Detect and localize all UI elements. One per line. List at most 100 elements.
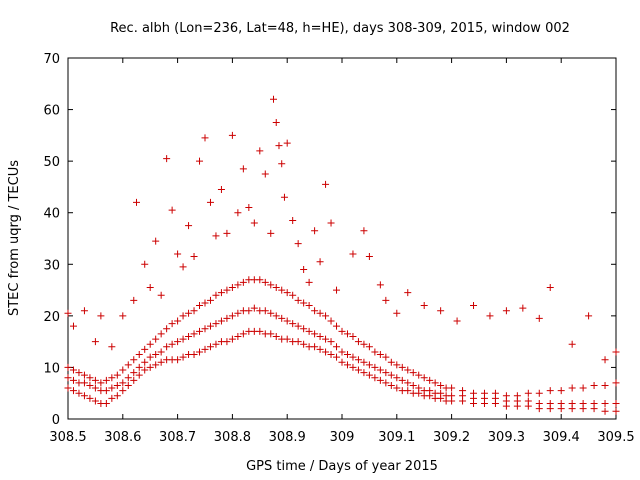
data-point — [185, 332, 193, 340]
data-point — [524, 389, 532, 397]
data-point — [75, 369, 83, 377]
data-point — [174, 356, 182, 364]
data-point — [349, 250, 357, 258]
data-point — [157, 291, 165, 299]
data-point — [141, 358, 149, 366]
data-point — [102, 387, 110, 395]
data-point — [223, 229, 231, 237]
y-tick-label: 30 — [43, 258, 60, 273]
data-point — [212, 340, 220, 348]
data-point — [185, 309, 193, 317]
data-point — [217, 317, 225, 325]
data-point — [135, 363, 143, 371]
data-point — [228, 312, 236, 320]
data-point — [294, 296, 302, 304]
data-point — [256, 327, 264, 335]
data-point — [135, 351, 143, 359]
data-point — [289, 320, 297, 328]
y-tick-label: 70 — [43, 52, 60, 67]
data-point — [80, 392, 88, 400]
data-point — [119, 379, 127, 387]
data-point — [108, 343, 116, 351]
data-point — [141, 366, 149, 374]
x-tick-label: 308.5 — [49, 430, 86, 445]
data-point — [234, 209, 242, 217]
data-point — [69, 387, 77, 395]
data-point — [404, 387, 412, 395]
data-point — [289, 216, 297, 224]
data-point — [502, 392, 510, 400]
data-point — [91, 384, 99, 392]
data-point — [91, 397, 99, 405]
data-point — [294, 240, 302, 248]
data-point — [382, 369, 390, 377]
chart-title: Rec. albh (Lon=236, Lat=48, h=HE), days … — [110, 21, 570, 36]
data-point — [300, 340, 308, 348]
data-point — [327, 317, 335, 325]
data-point — [393, 361, 401, 369]
data-points — [64, 95, 620, 415]
data-point — [223, 314, 231, 322]
data-point — [327, 219, 335, 227]
data-point — [426, 376, 434, 384]
data-point — [272, 332, 280, 340]
data-point — [157, 348, 165, 356]
data-point — [86, 394, 94, 402]
data-point — [245, 204, 253, 212]
data-point — [141, 260, 149, 268]
data-point — [333, 286, 341, 294]
data-point — [300, 325, 308, 333]
data-point — [168, 320, 176, 328]
data-point — [201, 325, 209, 333]
data-point — [190, 307, 198, 315]
y-tick-label: 40 — [43, 207, 60, 222]
data-point — [327, 338, 335, 346]
data-point — [316, 332, 324, 340]
data-point — [409, 369, 417, 377]
data-point — [163, 155, 171, 163]
data-point — [113, 371, 121, 379]
data-point — [80, 379, 88, 387]
data-point — [437, 389, 445, 397]
data-point — [612, 400, 620, 408]
data-point — [502, 307, 510, 315]
data-point — [415, 371, 423, 379]
data-point — [124, 381, 132, 389]
data-point — [272, 118, 280, 126]
data-point — [420, 374, 428, 382]
data-point — [322, 335, 330, 343]
data-point — [300, 265, 308, 273]
data-point — [91, 376, 99, 384]
x-tick-label: 309.3 — [488, 430, 525, 445]
data-point — [431, 379, 439, 387]
data-point — [278, 286, 286, 294]
data-point — [480, 389, 488, 397]
data-point — [354, 356, 362, 364]
data-point — [206, 296, 214, 304]
data-point — [133, 198, 140, 206]
data-point — [601, 356, 609, 364]
data-point — [163, 325, 171, 333]
data-point — [108, 384, 116, 392]
data-point — [426, 387, 434, 395]
data-point — [360, 340, 368, 348]
data-point — [316, 309, 324, 317]
x-tick-label: 309 — [330, 430, 355, 445]
data-point — [212, 291, 220, 299]
data-point — [272, 283, 280, 291]
data-point — [546, 387, 554, 395]
data-point — [228, 131, 236, 139]
data-point — [535, 389, 543, 397]
data-point — [190, 330, 198, 338]
data-point — [261, 170, 269, 178]
x-tick-label: 308.6 — [104, 430, 141, 445]
data-point — [311, 227, 319, 235]
data-point — [239, 165, 247, 173]
data-point — [376, 376, 384, 384]
data-point — [261, 278, 269, 286]
data-point — [206, 343, 214, 351]
x-tick-label: 308.8 — [214, 430, 251, 445]
data-point — [75, 389, 83, 397]
data-point — [404, 366, 412, 374]
